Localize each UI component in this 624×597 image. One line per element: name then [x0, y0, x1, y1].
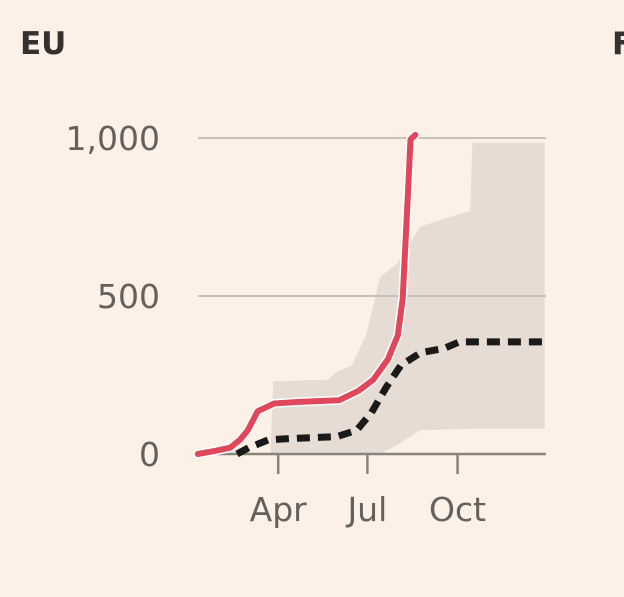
y-tick-label: 0	[139, 435, 160, 474]
y-tick-label: 500	[97, 277, 160, 316]
chart-title: EU	[20, 26, 67, 62]
confidence-band	[237, 142, 545, 455]
x-tick-label: Oct	[429, 490, 486, 529]
next-chart-title: F	[612, 26, 624, 62]
y-tick-label: 1,000	[66, 119, 160, 158]
x-tick-label: Jul	[345, 490, 387, 529]
series-actual	[194, 131, 419, 457]
x-tick-label: Apr	[250, 490, 308, 529]
